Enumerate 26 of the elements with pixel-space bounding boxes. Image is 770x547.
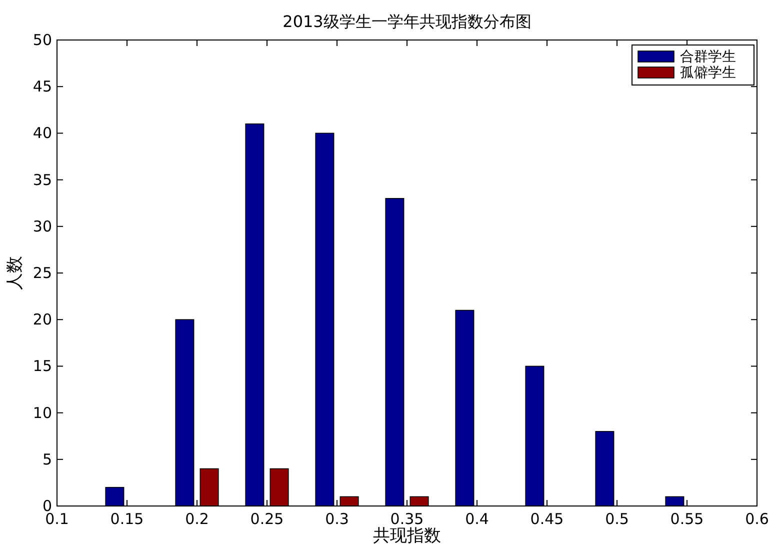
y-tick-label: 10 [32, 404, 52, 422]
x-tick-label: 0.25 [250, 510, 284, 528]
y-tick-label: 50 [32, 31, 52, 49]
x-tick-label: 0.15 [110, 510, 144, 528]
x-tick-label: 0.5 [605, 510, 629, 528]
legend-label: 合群学生 [680, 49, 736, 65]
legend-label: 孤僻学生 [680, 65, 736, 81]
x-tick-label: 0.1 [45, 510, 69, 528]
x-axis-title: 共现指数 [373, 526, 441, 546]
y-tick-label: 40 [32, 124, 52, 142]
y-tick-label: 15 [32, 357, 52, 376]
y-tick-label: 25 [32, 264, 52, 282]
x-tick-label: 0.6 [745, 510, 769, 528]
x-tick-label: 0.45 [530, 510, 564, 528]
chart-title: 2013级学生一学年共现指数分布图 [282, 12, 532, 31]
y-tick-label: 20 [32, 310, 52, 329]
x-tick-label: 0.2 [185, 510, 209, 528]
x-tick-label: 0.3 [325, 510, 349, 528]
y-tick-label: 45 [32, 78, 52, 96]
y-axis-title: 人数 [5, 256, 25, 290]
y-tick-label: 35 [32, 170, 52, 189]
y-tick-label: 5 [42, 450, 52, 468]
y-tick-label: 30 [32, 217, 52, 236]
x-tick-label: 0.55 [670, 510, 704, 528]
x-tick-label: 0.35 [390, 510, 424, 528]
x-tick-label: 0.4 [465, 510, 489, 528]
